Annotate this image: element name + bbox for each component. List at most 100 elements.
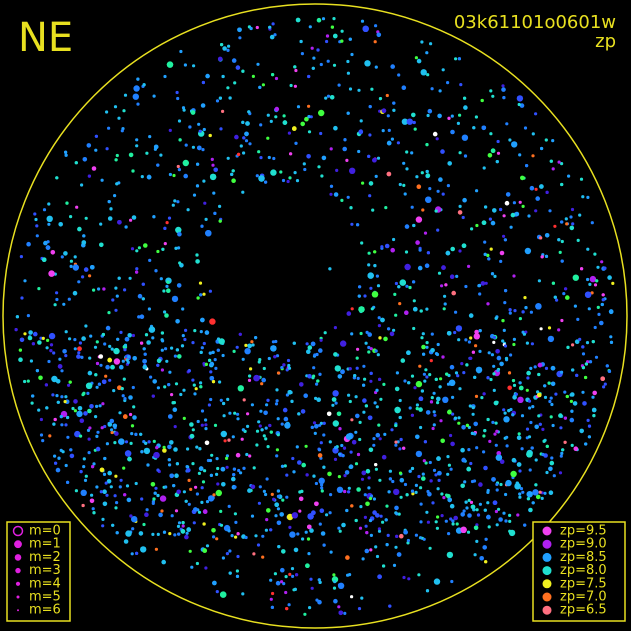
- star: [404, 310, 409, 316]
- star: [260, 382, 264, 386]
- star: [82, 157, 88, 162]
- star: [438, 89, 442, 93]
- star: [242, 151, 246, 155]
- star: [440, 149, 445, 154]
- star: [554, 392, 558, 396]
- star: [611, 281, 615, 285]
- star: [315, 382, 319, 386]
- star: [56, 400, 60, 404]
- star: [457, 210, 463, 215]
- star: [381, 129, 385, 133]
- star: [49, 349, 53, 353]
- star: [236, 412, 240, 416]
- star: [35, 369, 40, 373]
- star: [45, 406, 49, 410]
- star: [367, 350, 371, 354]
- star: [73, 399, 78, 404]
- star: [458, 204, 462, 208]
- star: [239, 471, 243, 475]
- star: [149, 375, 153, 379]
- star: [372, 157, 377, 163]
- star: [413, 127, 417, 131]
- star: [560, 259, 564, 263]
- star: [281, 549, 286, 554]
- star: [537, 414, 541, 418]
- star: [380, 245, 384, 249]
- star: [177, 231, 182, 237]
- star: [528, 406, 532, 410]
- star: [231, 58, 237, 63]
- zp-label: zp=7.5: [560, 576, 607, 591]
- star: [303, 393, 309, 399]
- star: [195, 492, 199, 496]
- star: [277, 545, 281, 549]
- star: [492, 208, 497, 213]
- star: [525, 341, 530, 345]
- star: [424, 461, 428, 465]
- star: [404, 263, 411, 271]
- star: [390, 137, 394, 141]
- star: [276, 489, 280, 493]
- star: [304, 444, 308, 448]
- star: [445, 372, 449, 376]
- star: [456, 121, 460, 125]
- star: [245, 121, 250, 126]
- star: [421, 208, 425, 212]
- star: [535, 303, 542, 310]
- star: [429, 479, 433, 483]
- star: [573, 304, 578, 308]
- star: [219, 509, 223, 513]
- star: [587, 424, 592, 428]
- star: [88, 426, 92, 430]
- star: [450, 114, 454, 118]
- star: [105, 364, 110, 370]
- star: [125, 530, 132, 537]
- star: [432, 423, 436, 427]
- star: [294, 68, 298, 73]
- star: [359, 331, 363, 336]
- star: [412, 120, 416, 125]
- star: [398, 182, 402, 187]
- star: [527, 214, 531, 218]
- star: [382, 382, 386, 386]
- star: [314, 424, 319, 429]
- star: [350, 595, 354, 599]
- star: [220, 430, 227, 438]
- star: [489, 377, 493, 382]
- star: [579, 177, 584, 181]
- star: [74, 489, 78, 493]
- star: [609, 340, 614, 344]
- star: [263, 410, 268, 416]
- star: [121, 359, 125, 363]
- star: [241, 190, 245, 194]
- star: [176, 524, 181, 529]
- star: [460, 483, 466, 489]
- star: [257, 150, 261, 154]
- star: [397, 512, 401, 516]
- star: [178, 138, 182, 142]
- star: [199, 350, 203, 354]
- star: [355, 413, 360, 419]
- star: [399, 279, 406, 286]
- star: [179, 392, 183, 397]
- star: [475, 508, 479, 512]
- star: [204, 330, 210, 335]
- star: [136, 102, 140, 106]
- star: [404, 224, 410, 229]
- star: [544, 254, 549, 258]
- star: [291, 456, 295, 461]
- star: [402, 183, 406, 187]
- star: [425, 51, 429, 55]
- star: [195, 253, 199, 257]
- star: [166, 288, 171, 294]
- star: [472, 479, 477, 483]
- star: [550, 365, 556, 371]
- star: [504, 200, 510, 206]
- star: [534, 458, 538, 462]
- star: [178, 261, 182, 265]
- star: [182, 108, 186, 112]
- star: [441, 265, 446, 270]
- star: [329, 184, 334, 188]
- star: [129, 441, 133, 445]
- star: [320, 531, 326, 536]
